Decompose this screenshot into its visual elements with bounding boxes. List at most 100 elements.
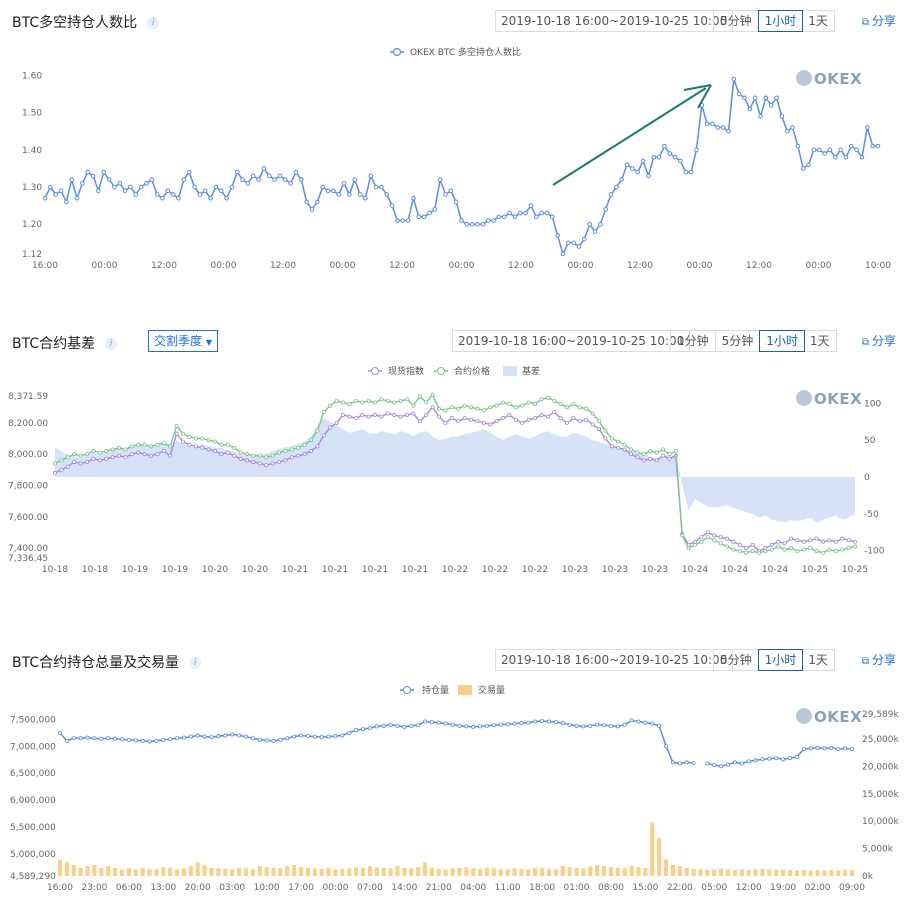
data-point	[590, 411, 595, 416]
period-option-2[interactable]: 1小时	[759, 330, 805, 352]
data-point	[200, 445, 205, 450]
volume-bar	[471, 868, 476, 876]
period-option-1[interactable]: 1小时	[757, 10, 804, 32]
volume-bar	[374, 867, 379, 876]
volume-bar	[588, 866, 593, 876]
x-tick-label: 03:00	[219, 883, 245, 893]
panel-basis: BTC合约基差 i 交割季度 ▼ 2019-10-18 16:00~2019-10…	[0, 300, 920, 600]
y-left-tick-label: 7,336.45	[8, 554, 48, 564]
data-point	[289, 455, 294, 460]
period-option-1[interactable]: 1小时	[757, 649, 804, 671]
date-range-picker[interactable]: 2019-10-18 16:00~2019-10-25 10:00	[495, 649, 734, 671]
data-point	[808, 546, 813, 551]
data-point	[654, 458, 659, 463]
y-tick-label: 1.12	[22, 250, 42, 260]
data-point	[457, 723, 462, 728]
data-point	[603, 207, 608, 212]
data-point	[635, 169, 641, 175]
x-tick-label: 10-23	[642, 565, 668, 575]
volume-bar	[423, 862, 428, 876]
data-point	[85, 735, 90, 740]
period-option-2[interactable]: 1天	[808, 653, 828, 667]
x-tick-label: 10-22	[442, 565, 468, 575]
data-point	[283, 458, 288, 463]
data-point	[843, 746, 848, 751]
volume-bar	[292, 865, 297, 876]
period-option-0[interactable]: 1分钟	[671, 331, 716, 351]
data-point	[517, 210, 523, 216]
data-point	[244, 452, 249, 457]
volume-bar	[140, 867, 145, 876]
data-point	[187, 442, 192, 447]
data-point	[91, 449, 96, 454]
info-icon[interactable]: i	[105, 338, 118, 350]
legend-basis-swatch	[503, 366, 517, 376]
data-point	[64, 199, 69, 205]
volume-bar	[478, 868, 483, 876]
data-point	[328, 425, 333, 430]
data-point	[843, 154, 849, 160]
volume-bar	[99, 867, 104, 876]
contract-type-dropdown[interactable]: 交割季度 ▼	[148, 330, 218, 352]
data-point	[302, 442, 307, 447]
data-point	[641, 458, 646, 463]
x-tick-label: 22:00	[667, 883, 693, 893]
volume-bar	[760, 868, 765, 876]
data-point	[539, 413, 544, 418]
share-button[interactable]: ⧉ 分享	[862, 12, 896, 29]
data-point	[577, 419, 582, 424]
share-button[interactable]: ⧉ 分享	[862, 651, 896, 668]
data-point	[72, 452, 77, 457]
data-point	[113, 736, 118, 741]
data-point	[512, 214, 518, 220]
data-point	[257, 461, 262, 466]
data-point	[533, 402, 538, 407]
data-point	[779, 114, 785, 119]
data-point	[128, 184, 133, 190]
period-option-3[interactable]: 1天	[809, 334, 830, 348]
data-point	[59, 467, 64, 472]
volume-bar	[278, 868, 283, 876]
data-point	[838, 147, 843, 153]
date-range-picker[interactable]: 2019-10-18 16:00~2019-10-25 10:00	[452, 330, 691, 352]
data-point	[429, 720, 434, 725]
data-point	[513, 417, 518, 422]
data-point	[160, 195, 165, 201]
data-point	[119, 737, 124, 742]
data-point	[757, 550, 762, 555]
data-point	[500, 416, 505, 421]
x-tick-label: 02:00	[805, 883, 831, 893]
volume-bar	[154, 868, 159, 876]
data-point	[615, 724, 620, 729]
data-point	[340, 400, 345, 405]
share-label: 分享	[871, 334, 896, 348]
legend-spot-marker	[371, 367, 379, 375]
data-point	[206, 447, 211, 452]
trend-arrow-line	[552, 87, 707, 186]
open-interest-chart: 持仓量 交易量 4,589,290 5,000,000 5,500,000 6,000,0…	[10, 684, 899, 893]
data-point	[443, 408, 448, 413]
data-point	[781, 757, 786, 762]
info-icon[interactable]: i	[189, 657, 202, 669]
share-label: 分享	[871, 653, 896, 667]
data-point	[519, 721, 524, 726]
data-point	[193, 444, 198, 449]
volume-bar	[58, 859, 63, 876]
data-point	[250, 736, 255, 741]
y-right-tick-label: 0	[864, 473, 870, 483]
volume-bar	[250, 868, 255, 876]
volume-bar	[512, 868, 517, 876]
period-selector: 5分钟 1小时 1天	[713, 10, 835, 32]
period-option-2[interactable]: 1天	[808, 14, 828, 28]
info-icon[interactable]: i	[147, 17, 160, 29]
data-point	[471, 724, 476, 729]
y-right-tick-label: 50	[864, 436, 876, 446]
data-point	[360, 400, 365, 405]
data-point	[170, 192, 176, 197]
date-range-picker[interactable]: 2019-10-18 16:00~2019-10-25 10:00	[495, 10, 734, 32]
data-point	[336, 192, 341, 197]
data-point	[558, 402, 563, 407]
data-point	[147, 739, 152, 744]
share-button[interactable]: ⧉ 分享	[862, 332, 896, 349]
data-point	[385, 398, 390, 403]
